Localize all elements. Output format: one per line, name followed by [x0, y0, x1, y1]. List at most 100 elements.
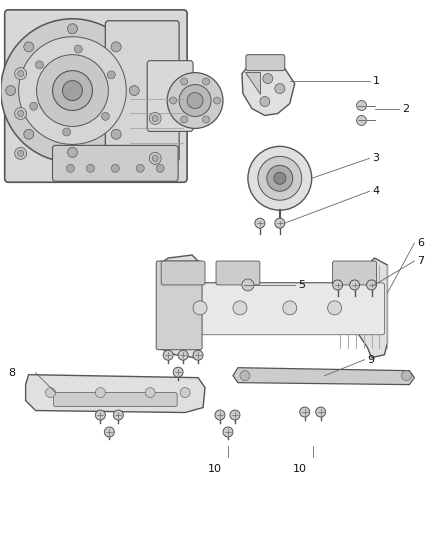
Circle shape	[233, 301, 247, 315]
Circle shape	[178, 350, 188, 360]
Circle shape	[267, 165, 293, 191]
FancyBboxPatch shape	[156, 261, 202, 350]
Circle shape	[95, 387, 106, 398]
FancyBboxPatch shape	[5, 10, 187, 182]
Circle shape	[275, 84, 285, 94]
Circle shape	[263, 74, 273, 84]
Circle shape	[240, 370, 250, 381]
Circle shape	[255, 218, 265, 228]
Text: 1: 1	[372, 76, 379, 86]
Circle shape	[149, 112, 161, 124]
Polygon shape	[233, 368, 414, 385]
Circle shape	[283, 301, 297, 315]
Circle shape	[53, 71, 92, 110]
Circle shape	[213, 97, 220, 104]
Circle shape	[170, 97, 177, 104]
Circle shape	[276, 220, 284, 228]
Circle shape	[367, 280, 377, 290]
Text: 2: 2	[403, 103, 410, 114]
Circle shape	[401, 370, 411, 381]
Circle shape	[215, 410, 225, 420]
Polygon shape	[245, 71, 260, 94]
Circle shape	[95, 410, 106, 420]
Circle shape	[332, 280, 343, 290]
Circle shape	[350, 280, 360, 290]
FancyBboxPatch shape	[246, 55, 285, 71]
Text: 10: 10	[293, 464, 307, 474]
Circle shape	[111, 42, 121, 52]
Polygon shape	[158, 255, 388, 358]
Text: 5: 5	[298, 280, 305, 290]
Circle shape	[149, 152, 161, 164]
Circle shape	[18, 110, 24, 117]
Circle shape	[14, 148, 27, 159]
Circle shape	[113, 410, 124, 420]
Circle shape	[274, 172, 286, 184]
Text: 3: 3	[372, 154, 379, 163]
FancyBboxPatch shape	[216, 261, 260, 285]
Circle shape	[202, 116, 209, 123]
Circle shape	[35, 61, 43, 69]
FancyBboxPatch shape	[332, 261, 377, 285]
FancyBboxPatch shape	[161, 283, 385, 335]
Circle shape	[193, 301, 207, 315]
Circle shape	[316, 407, 326, 417]
Circle shape	[223, 427, 233, 437]
Circle shape	[19, 37, 126, 144]
Text: 10: 10	[208, 464, 222, 474]
FancyBboxPatch shape	[53, 146, 178, 181]
Circle shape	[357, 101, 367, 110]
Circle shape	[248, 147, 312, 210]
Circle shape	[63, 80, 82, 101]
Circle shape	[180, 78, 187, 85]
Circle shape	[102, 112, 110, 120]
Circle shape	[300, 407, 310, 417]
Circle shape	[30, 102, 38, 110]
Circle shape	[187, 93, 203, 109]
Circle shape	[156, 164, 164, 172]
Circle shape	[74, 45, 82, 53]
Circle shape	[152, 116, 158, 122]
Text: 4: 4	[372, 186, 380, 196]
Circle shape	[328, 301, 342, 315]
Circle shape	[167, 72, 223, 128]
Circle shape	[86, 164, 95, 172]
Circle shape	[145, 387, 155, 398]
Text: 6: 6	[417, 238, 424, 248]
Circle shape	[357, 116, 367, 125]
Circle shape	[24, 130, 34, 139]
Circle shape	[111, 130, 121, 139]
FancyBboxPatch shape	[147, 61, 193, 132]
Polygon shape	[25, 375, 205, 413]
Circle shape	[136, 164, 144, 172]
Text: 9: 9	[367, 354, 374, 365]
Circle shape	[46, 387, 56, 398]
Text: 8: 8	[9, 368, 16, 378]
FancyBboxPatch shape	[53, 393, 177, 407]
Circle shape	[152, 155, 158, 161]
Circle shape	[180, 116, 187, 123]
Circle shape	[67, 24, 78, 34]
Circle shape	[67, 148, 78, 157]
Circle shape	[111, 164, 119, 172]
Circle shape	[230, 410, 240, 420]
Circle shape	[67, 164, 74, 172]
Polygon shape	[242, 59, 295, 116]
Circle shape	[63, 128, 71, 136]
Circle shape	[275, 218, 285, 228]
Circle shape	[258, 156, 302, 200]
Circle shape	[163, 350, 173, 360]
Circle shape	[14, 68, 27, 79]
Circle shape	[180, 387, 190, 398]
Circle shape	[179, 85, 211, 117]
Circle shape	[242, 279, 254, 291]
Circle shape	[18, 150, 24, 156]
Circle shape	[1, 19, 144, 163]
Circle shape	[107, 71, 115, 79]
FancyBboxPatch shape	[161, 261, 205, 285]
FancyBboxPatch shape	[106, 21, 179, 161]
Text: 7: 7	[417, 256, 424, 266]
Circle shape	[24, 42, 34, 52]
Circle shape	[129, 86, 139, 95]
Circle shape	[6, 86, 16, 95]
